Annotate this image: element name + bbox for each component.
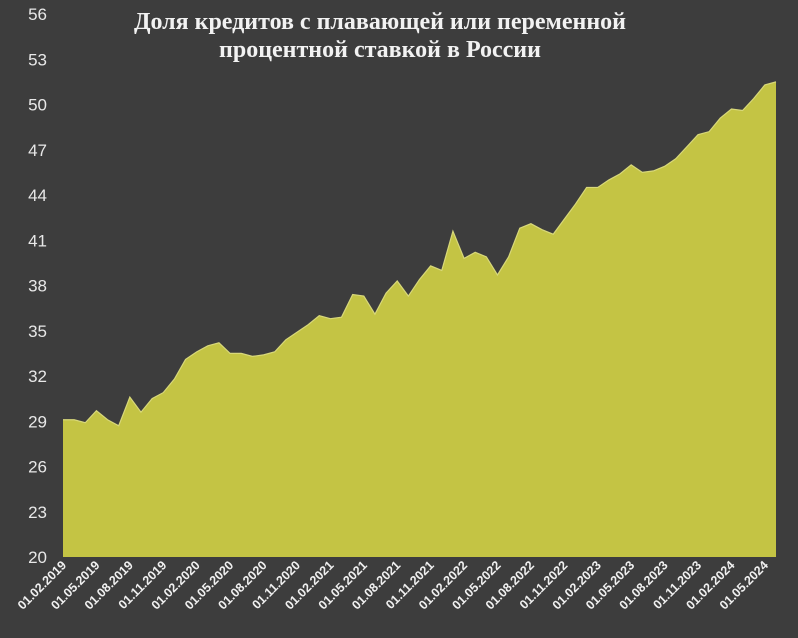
y-tick-label: 38 (28, 277, 47, 296)
y-tick-label: 50 (28, 96, 47, 115)
y-axis-ticks: 20 23 26 29 32 35 38 41 44 47 50 53 56 (28, 5, 47, 567)
chart-title-line-2: процентной ставкой в России (219, 37, 541, 63)
y-tick-label: 20 (28, 548, 47, 567)
y-tick-label: 35 (28, 322, 47, 341)
y-tick-label: 23 (28, 503, 47, 522)
y-tick-label: 56 (28, 5, 47, 24)
area-series (63, 81, 777, 557)
y-tick-label: 29 (28, 412, 47, 431)
y-tick-label: 44 (28, 186, 47, 205)
y-tick-label: 47 (28, 141, 47, 160)
y-tick-label: 26 (28, 458, 47, 477)
area-top-line (63, 81, 777, 427)
y-tick-label: 41 (28, 231, 47, 250)
y-tick-label: 32 (28, 367, 47, 386)
y-tick-label: 53 (28, 50, 47, 69)
area-fill (63, 81, 776, 557)
chart-title-line-1: Доля кредитов с плавающей или переменной (134, 9, 626, 35)
